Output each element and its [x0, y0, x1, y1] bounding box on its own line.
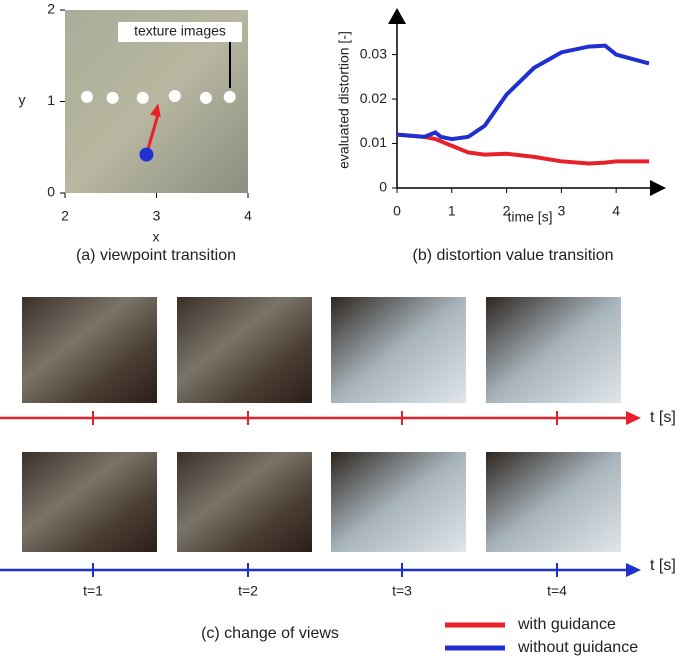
timeline-tick: t=3 [392, 583, 412, 599]
y-axis-label: evaluated distortion [-] [336, 31, 352, 169]
line [396, 43, 650, 142]
caption: (a) viewpoint transition [76, 247, 236, 264]
texture-point [199, 91, 212, 104]
y-tick-label: 2 [47, 1, 55, 17]
y-tick-label: 0.03 [360, 45, 387, 61]
annotation-box [118, 22, 242, 42]
x-tick-label: 4 [244, 208, 252, 224]
x-tick-label: 0 [393, 203, 401, 219]
x-tick-label: 4 [612, 203, 620, 219]
legend-label: with guidance [517, 616, 616, 633]
arrow [144, 112, 160, 155]
line [396, 132, 650, 166]
texture-point [106, 91, 119, 104]
y-tick-label: 0 [47, 184, 55, 200]
caption: (b) distortion value transition [413, 247, 614, 264]
y-tick-label: 1 [47, 92, 55, 108]
legend-label: without guidance [517, 639, 638, 656]
arrow-head [150, 103, 161, 118]
x-axis-label: time [s] [507, 209, 552, 225]
y-tick-label: 0.01 [360, 134, 387, 150]
y-tick-label: 0 [379, 179, 387, 195]
texture-point [223, 90, 236, 103]
caption: (c) change of views [201, 625, 339, 642]
x-axis-label: x [153, 229, 160, 245]
texture-point [168, 90, 181, 103]
texture-point [136, 91, 149, 104]
timeline-tick: t=2 [238, 583, 258, 599]
y-axis-label: y [19, 92, 26, 108]
start-point [139, 147, 154, 162]
timeline-axis-label: t [s] [650, 557, 676, 574]
axes [0, 8, 666, 577]
x-tick-label: 1 [448, 203, 456, 219]
photo-strip [22, 297, 621, 552]
timeline-tick: t=1 [83, 583, 103, 599]
x-tick-label: 3 [557, 203, 565, 219]
x-tick-label: 3 [153, 208, 161, 224]
annotation: texture images [134, 23, 226, 39]
texture-point [80, 90, 93, 103]
timeline-axis-label: t [s] [650, 409, 676, 426]
y-tick-label: 0.02 [360, 90, 387, 106]
x-tick-label: 2 [61, 208, 69, 224]
timeline-tick: t=4 [547, 583, 567, 599]
x-tick-label: 2 [503, 203, 511, 219]
